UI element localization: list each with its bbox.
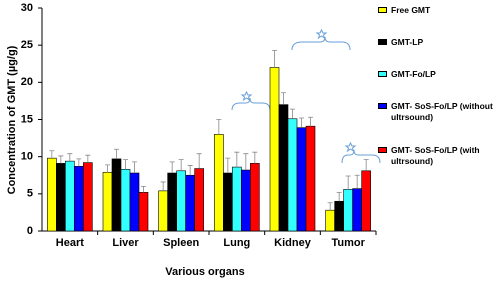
- bar: [83, 162, 93, 232]
- error-bar: [345, 175, 351, 190]
- error-bar: [85, 154, 91, 163]
- bar: [102, 171, 113, 232]
- bar: [129, 172, 140, 232]
- bar: [334, 200, 344, 232]
- x-tick-label: Tumor: [331, 237, 365, 249]
- error-bar: [123, 159, 128, 170]
- legend-swatch: [378, 71, 387, 77]
- legend-label: GMT-Fo/LP: [391, 69, 436, 79]
- error-bar: [216, 119, 222, 135]
- y-tick-label: 20: [21, 76, 33, 88]
- bar: [241, 169, 251, 232]
- legend-swatch: [378, 147, 387, 153]
- error-bar: [281, 92, 286, 105]
- error-bar: [76, 158, 82, 167]
- bar: [296, 127, 307, 232]
- error-bar: [141, 186, 146, 193]
- bar: [287, 118, 298, 232]
- legend-item: GMT- SoS-Fo/LP (with ultrsound): [378, 145, 498, 167]
- error-bar: [132, 161, 137, 174]
- error-bar: [354, 174, 360, 189]
- error-bar: [49, 150, 55, 159]
- bar: [185, 174, 195, 232]
- error-bar: [114, 148, 119, 159]
- legend-item: GMT- SoS-Fo/LP (without ultrsound): [378, 101, 498, 123]
- error-bar: [336, 191, 342, 202]
- y-tick-label: 30: [21, 2, 33, 14]
- error-bar: [363, 159, 369, 171]
- error-bar: [234, 151, 240, 168]
- bar: [278, 104, 289, 232]
- x-axis-title: Various organs: [165, 266, 244, 278]
- x-tick-label: Lung: [223, 237, 250, 249]
- x-tick-label: Spleen: [163, 237, 199, 249]
- error-bar: [225, 157, 231, 174]
- error-bar: [299, 117, 304, 128]
- error-bar: [58, 155, 64, 164]
- significance-marks: [231, 28, 381, 164]
- bar: [47, 157, 57, 232]
- legend-label: Free GMT: [391, 5, 431, 15]
- bar: [138, 192, 149, 232]
- y-tick-label: 0: [27, 225, 33, 237]
- y-tick-label: 15: [21, 113, 33, 125]
- error-bar: [327, 202, 333, 211]
- y-tick-label: 10: [21, 151, 33, 163]
- y-axis-title: Concentration of GMT (µg/g): [6, 45, 18, 194]
- bar: [65, 160, 75, 232]
- error-bar: [243, 153, 249, 171]
- bar: [74, 166, 84, 232]
- y-tick-label: 25: [21, 39, 33, 51]
- bar: [343, 189, 353, 232]
- error-bar: [105, 164, 110, 173]
- error-bar: [187, 165, 193, 176]
- bar: [56, 163, 66, 232]
- bar: [305, 125, 316, 232]
- error-bar: [196, 153, 202, 169]
- x-tick-label: Heart: [56, 237, 84, 249]
- error-bar: [160, 181, 166, 191]
- bar: [232, 166, 242, 232]
- error-bar: [290, 108, 295, 119]
- legend-label: GMT- SoS-Fo/LP (without ultrsound): [391, 101, 493, 122]
- error-bar: [178, 159, 184, 171]
- x-tick-label: Kidney: [274, 237, 312, 249]
- bar: [269, 67, 280, 232]
- legend-label: GMT- SoS-Fo/LP (with ultrsound): [391, 145, 480, 166]
- legend-item: Free GMT: [378, 5, 498, 16]
- bar: [223, 172, 233, 232]
- bar: [167, 172, 177, 232]
- x-tick-label: Liver: [112, 237, 139, 249]
- bar: [214, 134, 224, 232]
- bar: [111, 158, 122, 232]
- legend-swatch: [378, 7, 387, 13]
- error-bar: [169, 161, 175, 174]
- legend-item: GMT-Fo/LP: [378, 69, 498, 80]
- bar: [120, 169, 131, 232]
- error-bar: [308, 116, 313, 127]
- legend-item: GMT-LP: [378, 37, 498, 48]
- error-bar: [272, 49, 277, 68]
- y-tick-label: 5: [27, 188, 33, 200]
- bar: [361, 170, 371, 232]
- bar: [158, 190, 168, 232]
- bar: [250, 163, 260, 232]
- error-bar: [252, 151, 258, 164]
- legend-swatch: [378, 103, 387, 109]
- error-bar: [67, 153, 73, 162]
- legend-label: GMT-LP: [391, 37, 424, 47]
- legend-swatch: [378, 39, 387, 45]
- bar: [176, 170, 186, 232]
- bar: [352, 188, 362, 232]
- bar: [194, 168, 204, 232]
- bar: [325, 209, 335, 232]
